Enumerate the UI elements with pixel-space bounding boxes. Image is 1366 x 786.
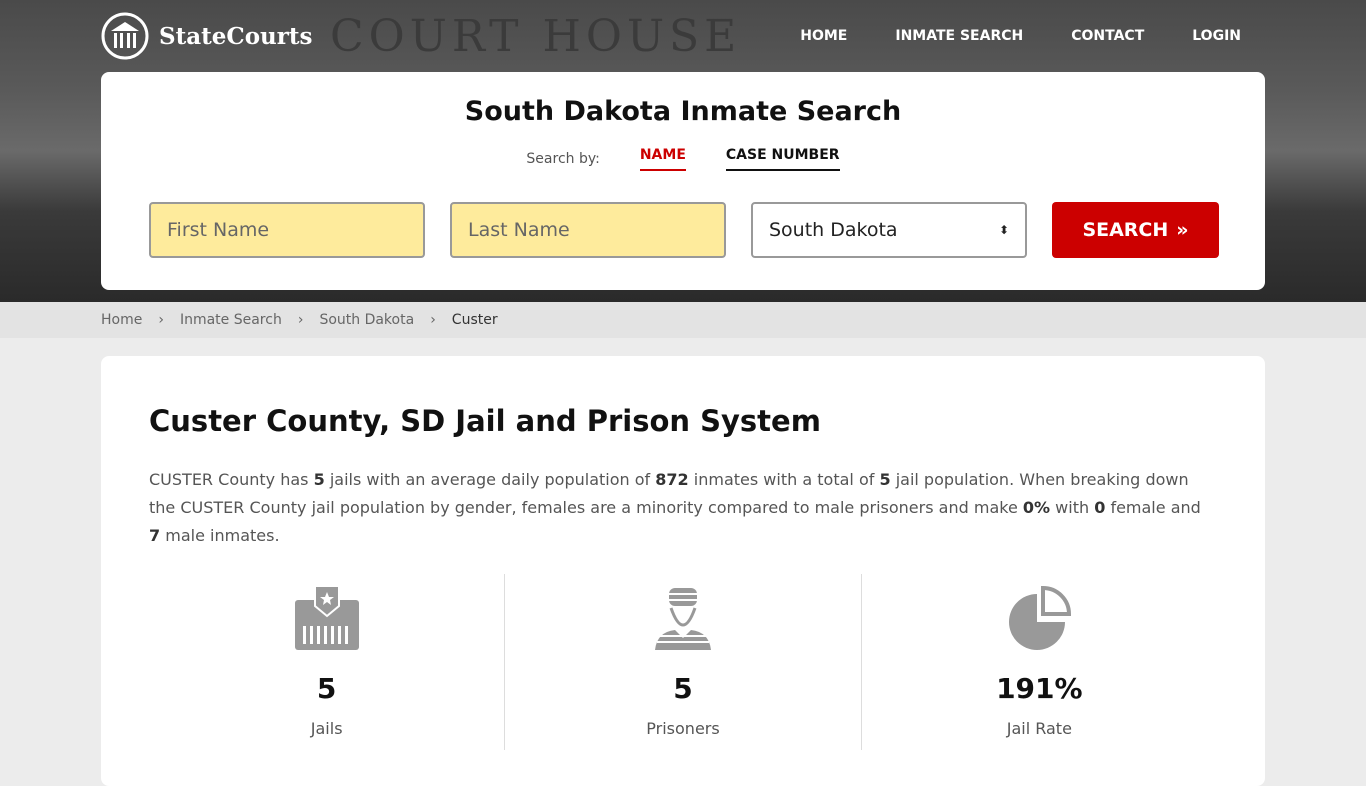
stat-label: Prisoners <box>646 719 720 738</box>
last-name-input[interactable]: Last Name <box>450 202 726 258</box>
summary-word: population <box>544 470 630 489</box>
search-button[interactable]: SEARCH » <box>1052 202 1219 258</box>
stat-value: 5 <box>673 672 693 705</box>
summary-word: make <box>973 498 1018 517</box>
summary-word: CUSTER <box>149 470 214 489</box>
summary-word: population. <box>923 470 1015 489</box>
chevron-right-icon: › <box>297 312 304 328</box>
jail-icon <box>294 585 359 650</box>
search-card: South Dakota Inmate Search Search by: NA… <box>101 72 1265 290</box>
logo-text: StateCourts <box>159 22 313 50</box>
stat-value: 5 <box>316 672 337 705</box>
state-select-value: South Dakota <box>769 219 898 241</box>
search-title: South Dakota Inmate Search <box>464 96 902 127</box>
summary-word: a <box>802 470 813 489</box>
summary-paragraph: CUSTER County has 5 jails with an averag… <box>149 470 1201 545</box>
chevron-right-icon: › <box>430 312 436 328</box>
summary-word: jail <box>895 470 919 489</box>
search-by-label: Search by: <box>526 151 600 167</box>
summary-word: jail <box>311 498 335 517</box>
summary-word: minority <box>636 498 703 517</box>
tab-name[interactable]: NAME <box>639 147 686 171</box>
double-chevron-right-icon: » <box>1176 219 1189 241</box>
nav-contact[interactable]: CONTACT <box>1071 28 1145 44</box>
summary-word: and <box>938 498 969 517</box>
summary-word: to <box>793 498 810 517</box>
tab-case-number[interactable]: CASE NUMBER <box>725 147 840 171</box>
select-arrows-icon: ⬍ <box>998 223 1009 237</box>
summary-word: male <box>165 526 205 545</box>
breadcrumb-state[interactable]: South Dakota <box>319 312 415 328</box>
summary-word: compared <box>707 498 789 517</box>
breadcrumb-home[interactable]: Home <box>101 312 143 328</box>
summary-word: male <box>814 498 855 517</box>
summary-word: female <box>1110 498 1166 517</box>
summary-word: females <box>521 498 586 517</box>
breadcrumb: Home › Inmate Search › South Dakota › Custe… <box>0 302 1366 338</box>
summary-word: are <box>590 498 617 517</box>
first-name-input[interactable]: First Name <box>149 202 425 258</box>
summary-word: population <box>339 498 425 517</box>
pie-chart-icon <box>1009 585 1072 650</box>
content-card: Custer County, SD Jail and Prison System… <box>101 356 1265 786</box>
summary-word: with <box>1055 498 1090 517</box>
summary-word: County <box>249 498 307 517</box>
summary-word: daily <box>501 470 540 489</box>
hero-background-text: COURT HOUSE <box>330 12 742 62</box>
summary-word: jails <box>329 470 362 489</box>
state-select[interactable]: South Dakota ⬍ <box>751 202 1027 258</box>
summary-word: by <box>430 498 450 517</box>
main-nav: HOME INMATE SEARCH CONTACT LOGIN <box>800 28 1241 44</box>
stat-jail-rate: 191% Jail Rate <box>860 574 1217 750</box>
summary-word: breaking <box>1070 470 1141 489</box>
prisoner-icon <box>654 588 711 650</box>
summary-word: gender, <box>454 498 517 517</box>
summary-word: with <box>366 470 401 489</box>
summary-word: CUSTER <box>180 498 245 517</box>
breadcrumb-inmate-search[interactable]: Inmate Search <box>179 312 282 328</box>
summary-word: prisoners <box>859 498 934 517</box>
courthouse-logo-icon <box>101 12 149 60</box>
summary-word: When <box>1019 470 1066 489</box>
stat-label: Jails <box>310 719 343 738</box>
chevron-right-icon: › <box>158 312 164 328</box>
summary-word: a <box>621 498 632 517</box>
summary-word: an <box>405 470 426 489</box>
summary-word: County <box>218 470 276 489</box>
breadcrumb-current: Custer <box>451 312 498 328</box>
summary-word: of <box>634 470 651 489</box>
summary-word: and <box>1170 498 1201 517</box>
logo[interactable]: StateCourts <box>101 12 312 60</box>
summary-word: total <box>817 470 854 489</box>
summary-word: inmates. <box>210 526 280 545</box>
summary-word: inmates <box>693 470 759 489</box>
search-button-label: SEARCH <box>1082 219 1169 241</box>
summary-word: of <box>858 470 875 489</box>
summary-word: with <box>763 470 798 489</box>
summary-word: the <box>149 498 176 517</box>
summary-word: average <box>430 470 497 489</box>
stat-value: 191% <box>996 672 1083 705</box>
stat-prisoners: 5 Prisoners <box>504 574 860 750</box>
stat-label: Jail Rate <box>1006 719 1072 738</box>
nav-login[interactable]: LOGIN <box>1192 28 1241 44</box>
nav-inmate-search[interactable]: INMATE SEARCH <box>895 28 1024 44</box>
stat-jails: 5 Jails <box>149 574 504 750</box>
page-title: Custer County, SD Jail and Prison System <box>149 404 821 438</box>
summary-word: has <box>280 470 309 489</box>
summary-word: down <box>1145 470 1189 489</box>
nav-home[interactable]: HOME <box>800 28 848 44</box>
